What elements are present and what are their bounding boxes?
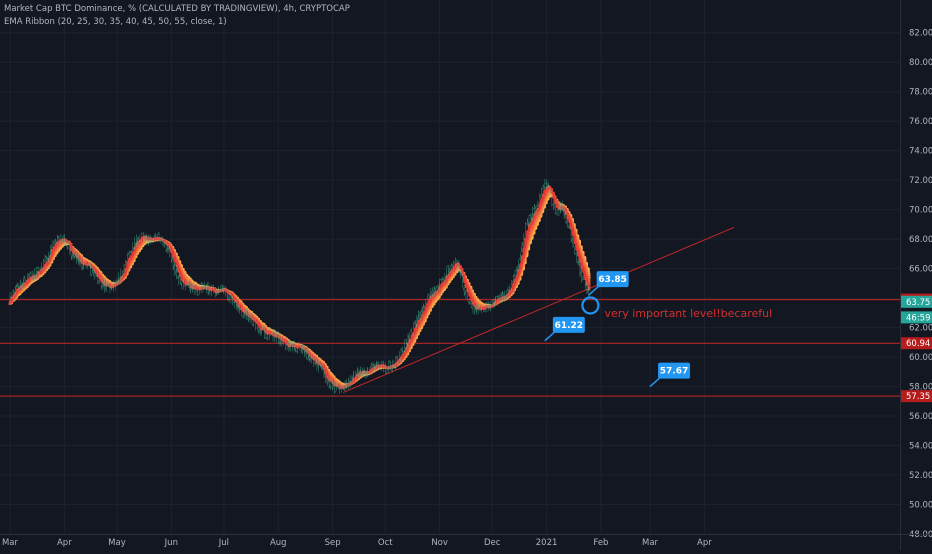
callout-label: 61.22: [555, 321, 583, 331]
y-tick-label: 66.00: [909, 265, 932, 275]
y-tick-label: 50.00: [909, 501, 932, 511]
x-tick-label: Sep: [325, 538, 341, 548]
level-price-tag: [901, 390, 932, 403]
level-price-label: 60.94: [906, 339, 930, 349]
x-tick-label: Apr: [57, 538, 72, 548]
y-tick-label: 76.00: [909, 117, 932, 127]
trendline: [342, 226, 735, 393]
callout-pointer: [649, 377, 661, 388]
callout-label-box: [552, 316, 585, 333]
current-price-tag: [901, 311, 932, 324]
x-tick-label: 2021: [536, 538, 558, 548]
callout-label: 63.85: [598, 275, 626, 285]
y-tick-label: 82.00: [909, 29, 932, 39]
x-tick-label: Dec: [484, 538, 501, 548]
y-tick-label: 58.00: [909, 383, 932, 393]
x-tick-label: Jul: [218, 538, 229, 548]
y-tick-label: 72.00: [909, 176, 932, 186]
callout-label-box: [596, 271, 629, 288]
y-tick-label: 68.00: [909, 235, 932, 245]
callout-label: 57.67: [660, 367, 688, 377]
y-tick-label: 62.00: [909, 324, 932, 334]
callout-pointer: [588, 285, 600, 296]
y-tick-label: 78.00: [909, 88, 932, 98]
x-tick-label: Jun: [164, 538, 178, 548]
current-price-label: 63.75: [906, 298, 930, 308]
callout-label-box: [658, 362, 691, 379]
indicator-legend: EMA Ribbon (20, 25, 30, 35, 40, 45, 50, …: [4, 17, 227, 27]
y-tick-label: 52.00: [909, 471, 932, 481]
chart-title: Market Cap BTC Dominance, % (CALCULATED …: [4, 4, 350, 14]
highlight-circle: [581, 296, 600, 315]
x-tick-label: Apr: [697, 538, 712, 548]
x-tick-label: Aug: [270, 538, 287, 548]
price-series-line: [9, 178, 591, 395]
level-price-tag: [901, 337, 932, 350]
x-tick-label: May: [108, 538, 126, 548]
x-tick-label: Oct: [378, 538, 393, 548]
x-tick-label: Mar: [642, 538, 659, 548]
callout-pointer: [544, 331, 556, 342]
y-tick-label: 56.00: [909, 412, 932, 422]
current-price-tag: [901, 295, 932, 308]
y-tick-label: 80.00: [909, 58, 932, 68]
y-tick-label: 70.00: [909, 206, 932, 216]
y-tick-label: 54.00: [909, 442, 932, 452]
x-tick-label: Nov: [431, 538, 448, 548]
level-price-label: 57.35: [906, 392, 930, 402]
x-tick-label: Mar: [2, 538, 19, 548]
y-tick-label: 74.00: [909, 147, 932, 157]
x-tick-label: Feb: [593, 538, 608, 548]
annotation-text: very important level!becareful: [604, 307, 772, 320]
current-price-label: 46:59: [906, 313, 931, 323]
y-tick-label: 60.00: [909, 353, 932, 363]
